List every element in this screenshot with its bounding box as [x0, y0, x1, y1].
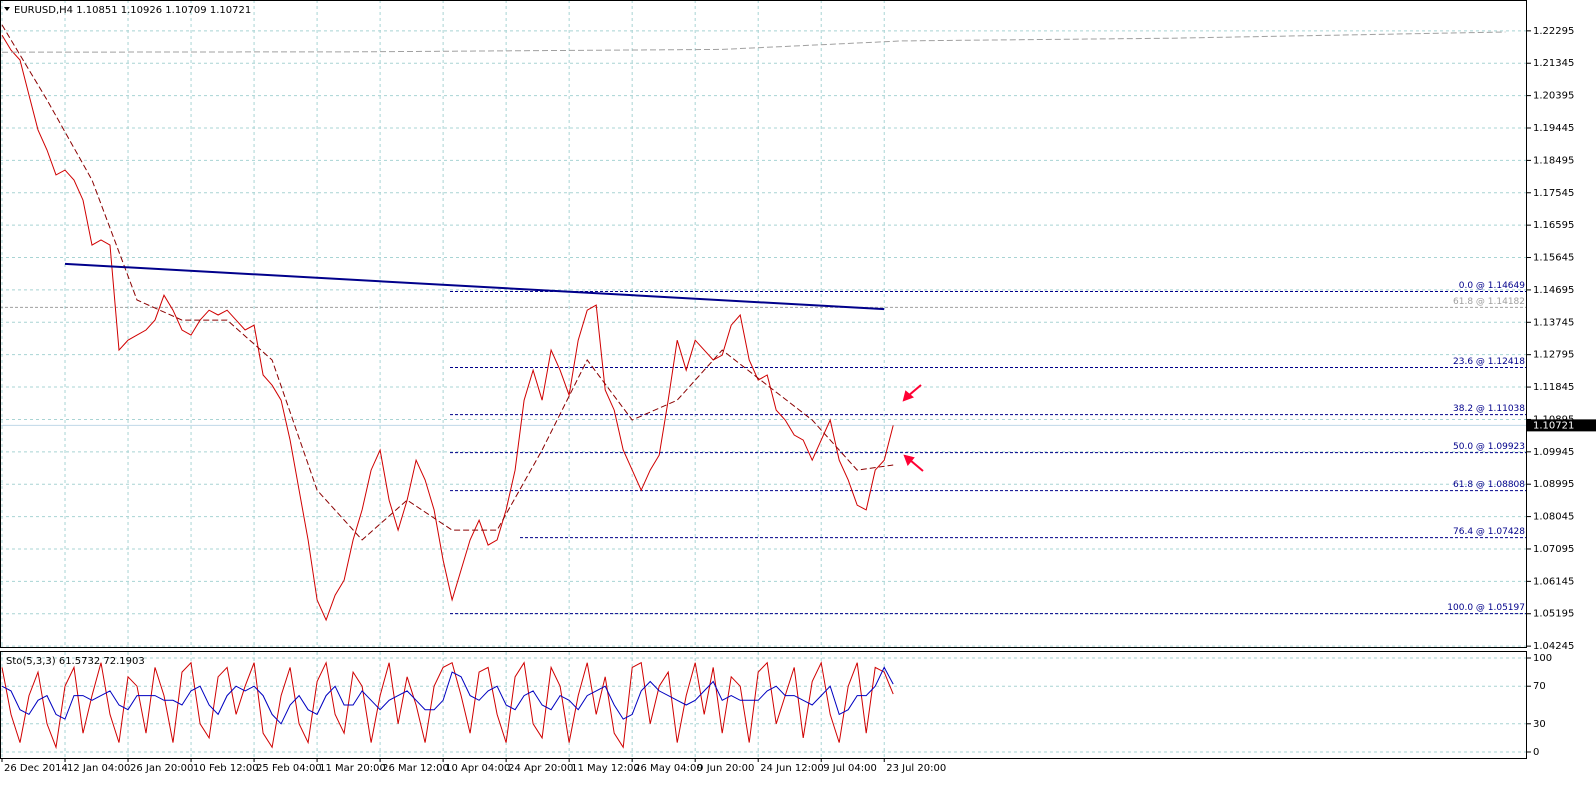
- arrow-head: [902, 390, 914, 402]
- y-tick-label: 1.04245: [1533, 641, 1574, 652]
- y-tick-label: 1.14695: [1533, 285, 1574, 296]
- main-frame: [0, 0, 1527, 648]
- x-tick-label: 26 Jan 20:00: [130, 763, 193, 774]
- indicator-header: Sto(5,3,3) 61.5732 72.1903: [6, 656, 145, 667]
- symbol: EURUSD,H4: [14, 5, 73, 16]
- arrow-head: [903, 454, 915, 466]
- low: 1.10709: [165, 5, 206, 16]
- y-tick-label: 1.22295: [1533, 26, 1574, 37]
- arrow: [907, 384, 922, 397]
- x-tick-label: 24 Jun 12:00: [760, 763, 824, 774]
- trendline: [64, 262, 885, 311]
- fib-label: 76.4 @ 1.07428: [1453, 527, 1525, 537]
- y-tick-label: 70: [1533, 681, 1546, 692]
- menu-triangle[interactable]: [4, 7, 10, 11]
- y-tick-label: 1.15645: [1533, 253, 1574, 264]
- y-tick-label: 1.16595: [1533, 220, 1574, 231]
- d-value: 72.1903: [103, 656, 144, 667]
- y-tick-label: 100: [1533, 653, 1552, 664]
- y-tick-label: 1.07095: [1533, 544, 1574, 555]
- y-tick-label: 30: [1533, 719, 1546, 730]
- fib-label: 50.0 @ 1.09923: [1453, 442, 1525, 452]
- price-marker: [1527, 419, 1596, 432]
- y-tick-label: 1.06145: [1533, 576, 1574, 587]
- y-tick-label: 1.08045: [1533, 512, 1574, 523]
- x-tick-label: 10 Apr 04:00: [445, 763, 510, 774]
- k-value: 61.5732: [59, 656, 100, 667]
- x-tick-label: 11 May 12:00: [571, 763, 640, 774]
- y-tick-label: 1.19445: [1533, 123, 1574, 134]
- x-tick-label: 26 Dec 2014: [4, 763, 68, 774]
- price-marker-label: 1.10721: [1533, 420, 1574, 431]
- x-tick-label: 24 Apr 20:00: [508, 763, 573, 774]
- plot-layer: 1.22295 1.21345 1.20395 1.19445 1.18495 1.175…: [0, 0, 1596, 774]
- x-tick-label: 26 May 04:00: [634, 763, 703, 774]
- fib-label: 61.8 @ 1.14182: [1453, 297, 1525, 307]
- x-tick-label: 12 Jan 04:00: [67, 763, 130, 774]
- fib-label: 61.8 @ 1.08808: [1453, 480, 1525, 490]
- x-tick-label: 25 Feb 04:00: [256, 763, 322, 774]
- series-line: [1, 31, 1506, 53]
- x-tick-label: 26 Mar 12:00: [382, 763, 449, 774]
- high: 1.10926: [121, 5, 162, 16]
- x-tick-label: 11 Mar 20:00: [319, 763, 386, 774]
- fib-label: 0.0 @ 1.14649: [1459, 281, 1526, 291]
- open: 1.10851: [76, 5, 117, 16]
- y-tick-label: 1.21345: [1533, 58, 1574, 69]
- arrow: [909, 459, 924, 472]
- x-tick-label: 10 Feb 12:00: [193, 763, 259, 774]
- y-tick-label: 1.11845: [1533, 382, 1574, 393]
- chart-header: EURUSD,H4 1.10851 1.10926 1.10709 1.1072…: [14, 5, 251, 16]
- x-tick-label: 23 Jul 20:00: [886, 763, 946, 774]
- y-tick-label: 1.09945: [1533, 447, 1574, 458]
- fib-label: 100.0 @ 1.05197: [1447, 603, 1525, 613]
- sub-frame: [0, 651, 1527, 759]
- series-line: [1, 34, 894, 622]
- x-tick-label: 9 Jul 04:00: [823, 763, 877, 774]
- y-tick-label: 1.17545: [1533, 188, 1574, 199]
- y-tick-label: 1.05195: [1533, 609, 1574, 620]
- y-tick-label: 1.12795: [1533, 350, 1574, 361]
- close: 1.10721: [210, 5, 251, 16]
- series-line: [1, 661, 894, 750]
- y-tick-label: 1.13745: [1533, 317, 1574, 328]
- x-tick-label: 9 Jun 20:00: [697, 763, 754, 774]
- y-tick-label: 1.08995: [1533, 479, 1574, 490]
- fib-label: 38.2 @ 1.11038: [1453, 404, 1525, 414]
- y-tick-label: 0: [1533, 747, 1539, 758]
- fib-label: 23.6 @ 1.12418: [1453, 357, 1525, 367]
- y-tick-label: 1.18495: [1533, 155, 1574, 166]
- y-tick-label: 1.20395: [1533, 91, 1574, 102]
- indicator-name: Sto(5,3,3): [6, 656, 56, 667]
- arrows: [902, 384, 924, 472]
- series-line: [1, 666, 894, 725]
